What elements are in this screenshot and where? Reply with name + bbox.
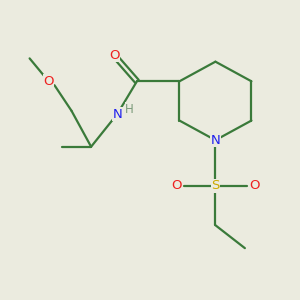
Text: O: O: [249, 179, 260, 193]
Text: O: O: [109, 49, 119, 62]
Text: H: H: [125, 103, 134, 116]
Text: N: N: [211, 134, 220, 147]
Text: O: O: [171, 179, 181, 193]
Text: O: O: [43, 75, 54, 88]
Text: S: S: [211, 179, 220, 193]
Text: N: N: [112, 107, 122, 121]
